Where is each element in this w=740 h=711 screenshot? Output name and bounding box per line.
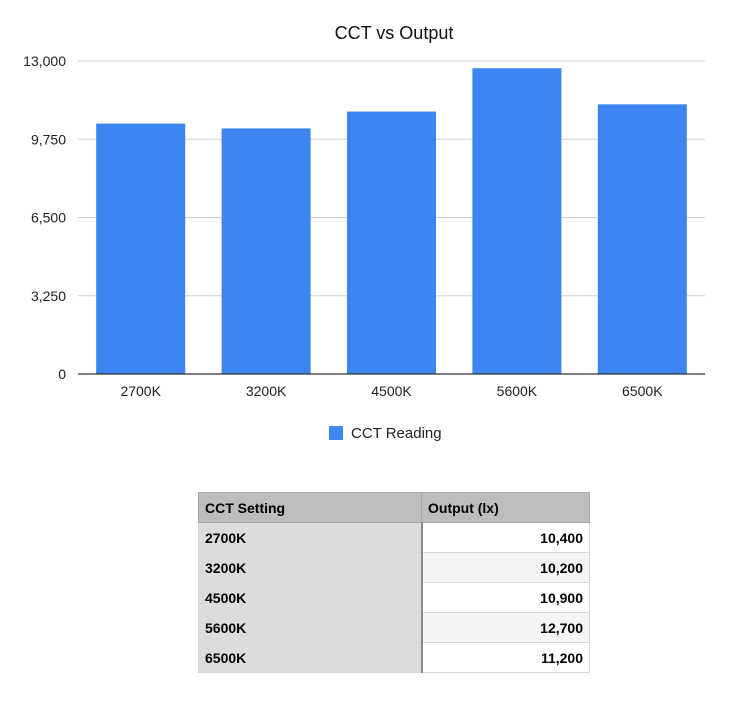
bar-5600K — [472, 68, 562, 374]
table-row: 3200K 10,200 — [198, 552, 590, 583]
y-tick-label: 6,500 — [31, 210, 66, 226]
table-row: 2700K 10,400 — [198, 522, 590, 553]
table-row: 6500K 11,200 — [198, 642, 590, 673]
table-header-row: CCT Setting Output (lx) — [198, 492, 590, 523]
x-tick-label: 2700K — [120, 383, 161, 399]
bar-6500K — [597, 104, 687, 374]
y-tick-label: 13,000 — [23, 53, 66, 69]
cell-cct-setting: 5600K — [198, 612, 423, 643]
cell-cct-setting: 4500K — [198, 582, 423, 613]
cell-output: 10,400 — [421, 522, 590, 553]
x-tick-label: 4500K — [371, 383, 412, 399]
legend-label: CCT Reading — [351, 425, 442, 442]
axes: 0 3,250 6,500 9,750 13,000 2700K 3200K 4500K 560… — [23, 53, 705, 399]
x-tick-label: 3200K — [246, 383, 287, 399]
cell-cct-setting: 2700K — [198, 522, 423, 553]
y-tick-label: 0 — [58, 366, 66, 382]
bar-4500K — [346, 111, 437, 375]
legend: CCT Reading — [329, 425, 442, 442]
bar-3200K — [221, 128, 311, 374]
cell-output: 10,200 — [421, 552, 590, 583]
table-row: 4500K 10,900 — [198, 582, 590, 613]
data-table: CCT Setting Output (lx) 2700K 10,400 320… — [198, 492, 590, 673]
column-header-output: Output (lx) — [421, 492, 590, 523]
x-tick-label: 5600K — [497, 383, 538, 399]
cell-cct-setting: 6500K — [198, 642, 423, 673]
column-header-cct-setting: CCT Setting — [198, 492, 422, 523]
cell-output: 11,200 — [421, 642, 590, 673]
table-row: 5600K 12,700 — [198, 612, 590, 643]
legend-swatch — [329, 426, 343, 440]
cell-cct-setting: 3200K — [198, 552, 423, 583]
y-tick-label: 9,750 — [31, 131, 66, 147]
bars — [96, 68, 687, 375]
chart-title: CCT vs Output — [335, 23, 454, 43]
y-tick-label: 3,250 — [31, 288, 66, 304]
cell-output: 10,900 — [421, 582, 590, 613]
bar-2700K — [96, 123, 186, 374]
x-tick-label: 6500K — [622, 383, 663, 399]
bar-chart: CCT vs Output 0 3,250 6,500 9,750 13,000 2700… — [23, 23, 705, 442]
cell-output: 12,700 — [421, 612, 590, 643]
